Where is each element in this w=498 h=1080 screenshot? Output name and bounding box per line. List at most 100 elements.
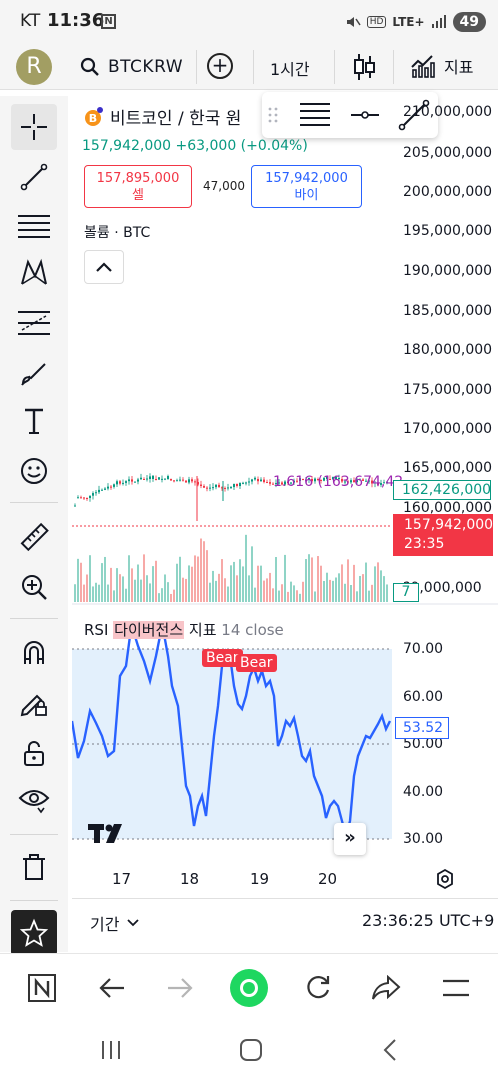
- text-tool[interactable]: [11, 398, 57, 444]
- divider: [10, 502, 58, 503]
- back-button[interactable]: [92, 968, 132, 1008]
- candle-body: [77, 497, 79, 499]
- rsi-title-prefix: RSI: [84, 621, 114, 639]
- volume-bar: [224, 578, 226, 602]
- home-icon[interactable]: [239, 1038, 263, 1062]
- volume-bar: [362, 574, 364, 602]
- candle-body: [86, 498, 88, 499]
- period-button[interactable]: 기간: [90, 911, 140, 935]
- candle-body: [335, 476, 337, 479]
- chart-type-button[interactable]: [352, 51, 376, 83]
- chevron-up-icon: [96, 262, 112, 272]
- rsi-legend[interactable]: RSI 다이버전스 지표 14 close: [84, 619, 284, 640]
- volume-bar: [119, 574, 121, 602]
- fib-retracement-icon[interactable]: [298, 101, 332, 129]
- xabcd-pattern-icon: [21, 258, 47, 285]
- volume-bar: [239, 559, 241, 602]
- date-tick: 17: [112, 870, 132, 888]
- trend-line-tool[interactable]: [11, 154, 57, 200]
- emoji-tool[interactable]: [11, 448, 57, 494]
- horizontal-ray-icon[interactable]: [350, 106, 380, 124]
- avatar[interactable]: R: [16, 49, 52, 85]
- share-button[interactable]: [366, 968, 406, 1008]
- candle-body: [302, 479, 304, 480]
- indicators-button[interactable]: 지표: [410, 53, 473, 79]
- volume-bar: [89, 555, 91, 602]
- magnet-tool[interactable]: [11, 630, 57, 676]
- candle-body: [371, 480, 373, 484]
- recents-icon[interactable]: [100, 1039, 122, 1061]
- candle-body: [374, 482, 376, 484]
- hide-drawings-tool[interactable]: [11, 776, 57, 822]
- date-tick: 19: [250, 870, 270, 888]
- volume-bar: [137, 564, 139, 602]
- favorites-tool[interactable]: [11, 910, 57, 956]
- candle-body: [260, 479, 262, 482]
- volume-bar: [191, 566, 193, 602]
- volume-bar: [164, 574, 166, 602]
- forecast-tool[interactable]: [11, 300, 57, 346]
- candle-body: [359, 479, 361, 481]
- volume-bar: [98, 584, 100, 602]
- candle-body: [182, 479, 184, 481]
- green-dot-button[interactable]: [229, 968, 269, 1008]
- price-tick: 160,000,000: [403, 500, 493, 516]
- candle-body: [386, 481, 388, 483]
- divider: [10, 618, 58, 619]
- zoom-tool[interactable]: [11, 564, 57, 610]
- brush-tool[interactable]: [11, 350, 57, 396]
- candle-body: [245, 482, 247, 484]
- measure-tool[interactable]: [11, 514, 57, 560]
- fib-tool[interactable]: [11, 202, 57, 248]
- pattern-tool[interactable]: [11, 250, 57, 296]
- menu-button[interactable]: [436, 968, 476, 1008]
- forward-button[interactable]: [160, 968, 200, 1008]
- naver-home-button[interactable]: [22, 968, 62, 1008]
- candle-body: [119, 481, 121, 484]
- candle-body: [317, 479, 319, 480]
- delete-drawings-tool[interactable]: [11, 844, 57, 890]
- reload-button[interactable]: [298, 968, 338, 1008]
- volume-bar: [230, 565, 232, 602]
- symbol-search-button[interactable]: BTCKRW: [80, 52, 183, 82]
- collapse-legend-button[interactable]: [84, 250, 124, 284]
- candle-body: [377, 482, 379, 485]
- volume-bar: [245, 534, 247, 602]
- sell-button[interactable]: 157,895,000 셀: [84, 165, 192, 208]
- buy-button[interactable]: 157,942,000 바이: [251, 165, 362, 208]
- drag-handle-icon[interactable]: [268, 106, 278, 124]
- candle-body: [101, 489, 103, 491]
- candle-body: [380, 483, 382, 485]
- candle-body: [209, 487, 211, 489]
- divider: [393, 50, 394, 84]
- volume-bar: [314, 591, 316, 602]
- candle-body: [113, 484, 115, 487]
- volume-bar: [320, 565, 322, 602]
- candle-body: [191, 479, 193, 482]
- volume-bar: [266, 578, 268, 602]
- candle-body: [368, 480, 370, 482]
- back-nav-icon[interactable]: [382, 1038, 398, 1062]
- scroll-to-realtime-button[interactable]: »: [334, 823, 366, 855]
- candle-body: [383, 482, 385, 484]
- candle-body: [164, 478, 166, 480]
- rsi-params: 14 close: [221, 621, 284, 639]
- lock-drawings-tool[interactable]: [11, 680, 57, 726]
- tradingview-logo[interactable]: [88, 822, 130, 848]
- system-navigation: [0, 1023, 498, 1080]
- candle-body: [353, 480, 355, 483]
- date-tick: 20: [318, 870, 338, 888]
- volume-bar: [368, 590, 370, 602]
- unlock-tool[interactable]: [11, 730, 57, 776]
- candle-body: [80, 497, 82, 499]
- volume-bar: [236, 575, 238, 602]
- add-symbol-button[interactable]: +: [207, 53, 233, 79]
- crosshair-tool[interactable]: [11, 104, 57, 150]
- chart-settings-button[interactable]: [434, 868, 456, 894]
- timezone-clock[interactable]: 23:36:25 UTC+9: [362, 911, 495, 930]
- interval-button[interactable]: 1시간: [270, 60, 310, 79]
- trend-line-icon[interactable]: [398, 99, 430, 131]
- volume-legend[interactable]: 볼륨 · BTC: [84, 225, 151, 241]
- symbol-legend[interactable]: B 비트코인 / 한국 원: [82, 104, 241, 129]
- volume-bar: [92, 586, 94, 602]
